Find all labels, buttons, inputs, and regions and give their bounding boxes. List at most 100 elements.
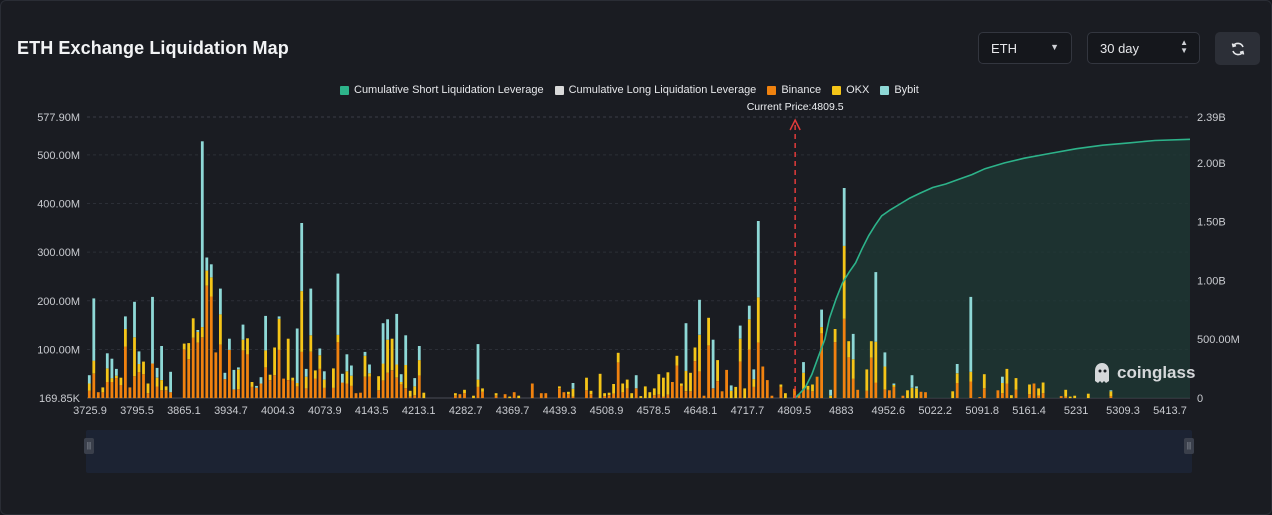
bar-binance bbox=[752, 386, 756, 399]
bar-okx bbox=[350, 375, 353, 386]
bar-okx bbox=[612, 384, 615, 394]
y-left-tick-label: 169.85K bbox=[39, 393, 81, 405]
range-slider-right-handle[interactable]: || bbox=[1184, 438, 1194, 454]
x-tick-label: 4648.1 bbox=[684, 405, 718, 417]
bar-bybit bbox=[196, 330, 200, 332]
bar-bybit bbox=[232, 369, 236, 390]
legend-label: Bybit bbox=[894, 84, 919, 96]
up-down-icon: ▲ ▼ bbox=[1180, 38, 1188, 55]
bar-binance bbox=[386, 372, 389, 399]
bar-okx bbox=[146, 383, 150, 394]
bar-binance bbox=[219, 344, 222, 399]
bar-binance bbox=[982, 388, 986, 399]
bar-binance bbox=[833, 342, 837, 398]
bar-binance bbox=[689, 391, 692, 399]
bar-bybit bbox=[634, 375, 638, 389]
bar-bybit bbox=[300, 223, 304, 292]
bar-binance bbox=[458, 394, 462, 399]
bar-okx bbox=[494, 393, 498, 396]
bar-binance bbox=[399, 384, 403, 399]
legend-item-bybit[interactable]: Bybit bbox=[880, 84, 919, 96]
bar-binance bbox=[720, 391, 724, 399]
bar-okx bbox=[205, 270, 209, 286]
bar-bybit bbox=[363, 351, 367, 356]
coin-select[interactable]: ETH ▼ bbox=[978, 32, 1072, 64]
x-tick-label: 4439.3 bbox=[543, 405, 577, 417]
bar-binance bbox=[892, 386, 896, 399]
bar-bybit bbox=[237, 367, 240, 370]
bar-okx bbox=[101, 387, 105, 393]
bar-binance bbox=[770, 395, 774, 399]
bar-binance bbox=[115, 378, 118, 398]
y-right-tick-label: 2.00B bbox=[1197, 158, 1226, 170]
bar-binance bbox=[738, 361, 742, 399]
bar-bybit bbox=[151, 296, 154, 364]
bar-okx bbox=[322, 379, 326, 388]
bar-binance bbox=[481, 391, 484, 399]
bar-binance bbox=[110, 382, 114, 399]
legend-item-okx[interactable]: OKX bbox=[832, 84, 869, 96]
bar-bybit bbox=[277, 316, 281, 319]
bar-binance bbox=[856, 389, 860, 399]
bar-okx bbox=[196, 331, 200, 343]
bar-okx bbox=[164, 386, 168, 391]
bar-binance bbox=[707, 345, 710, 399]
bar-binance bbox=[264, 367, 267, 398]
bar-okx bbox=[851, 359, 855, 379]
bar-okx bbox=[734, 386, 738, 399]
bar-binance bbox=[182, 349, 186, 398]
bar-bybit bbox=[336, 273, 340, 335]
bar-okx bbox=[630, 393, 634, 399]
bar-binance bbox=[562, 392, 566, 398]
bar-binance bbox=[169, 392, 172, 398]
current-price-label: Current Price:4809.5 bbox=[747, 101, 844, 113]
range-select[interactable]: 30 day ▲ ▼ bbox=[1087, 32, 1200, 64]
bar-okx bbox=[395, 364, 399, 378]
bar-binance bbox=[359, 392, 362, 399]
bar-binance bbox=[286, 380, 290, 399]
refresh-icon bbox=[1231, 42, 1244, 55]
legend-item-short[interactable]: Cumulative Short Liquidation Leverage bbox=[340, 84, 544, 96]
bar-okx bbox=[363, 355, 367, 377]
bar-binance bbox=[390, 370, 394, 399]
bar-okx bbox=[250, 382, 254, 387]
bar-binance bbox=[250, 386, 254, 399]
bar-bybit bbox=[209, 264, 213, 278]
bar-bybit bbox=[386, 319, 389, 340]
bar-okx bbox=[219, 314, 222, 345]
x-tick-label: 4004.3 bbox=[261, 405, 295, 417]
bar-okx bbox=[585, 377, 588, 391]
bar-okx bbox=[336, 334, 340, 343]
bar-binance bbox=[842, 318, 846, 399]
bar-bybit bbox=[820, 309, 823, 328]
legend-item-binance[interactable]: Binance bbox=[767, 84, 821, 96]
bar-okx bbox=[558, 386, 561, 389]
bar-binance bbox=[625, 388, 629, 399]
bar-binance bbox=[146, 393, 150, 399]
bar-okx bbox=[657, 374, 661, 395]
legend-item-long[interactable]: Cumulative Long Liquidation Leverage bbox=[554, 84, 756, 96]
bar-okx bbox=[142, 361, 145, 375]
bar-bybit bbox=[205, 257, 209, 271]
x-tick-label: 5091.8 bbox=[965, 405, 999, 417]
bar-bybit bbox=[219, 288, 222, 315]
refresh-button[interactable] bbox=[1215, 32, 1260, 65]
bar-okx bbox=[187, 343, 191, 360]
bar-bybit bbox=[228, 338, 231, 350]
bar-binance bbox=[268, 380, 272, 399]
range-slider-track[interactable] bbox=[86, 430, 1192, 473]
bar-binance bbox=[1014, 389, 1018, 399]
bar-okx bbox=[743, 388, 747, 399]
bar-binance bbox=[395, 377, 399, 399]
bar-bybit bbox=[729, 385, 733, 391]
bar-binance bbox=[585, 390, 588, 399]
bar-binance bbox=[1005, 383, 1009, 399]
range-slider-left-handle[interactable]: || bbox=[84, 438, 94, 454]
bar-okx bbox=[291, 377, 295, 381]
bar-okx bbox=[1073, 395, 1077, 399]
bar-binance bbox=[621, 392, 625, 398]
bar-binance bbox=[228, 349, 231, 399]
bar-okx bbox=[811, 384, 814, 392]
bar-binance bbox=[996, 390, 1000, 399]
bar-bybit bbox=[874, 272, 878, 342]
